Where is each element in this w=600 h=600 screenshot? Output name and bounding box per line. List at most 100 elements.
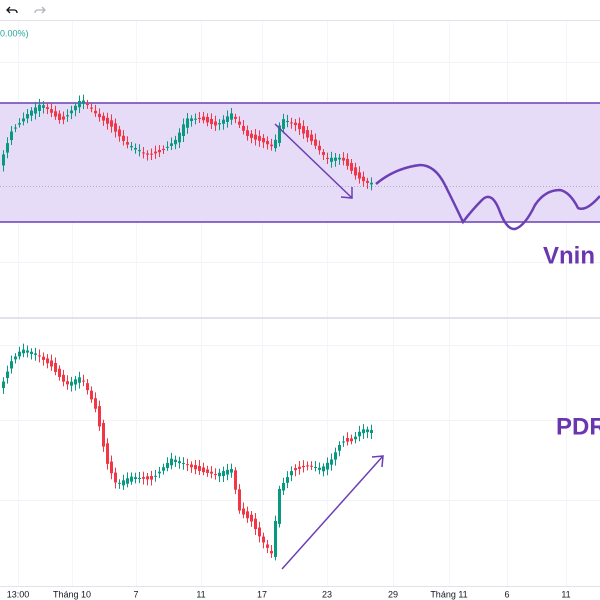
candle-body <box>290 122 293 124</box>
candle-body <box>350 438 353 442</box>
candle-body <box>234 470 237 490</box>
time-tick-label: 13:00 <box>7 589 30 599</box>
candle-body <box>282 482 285 491</box>
candle-body <box>78 101 81 108</box>
candle-body <box>298 123 301 130</box>
candle-body <box>10 131 13 141</box>
candle-body <box>122 135 125 141</box>
candle-body <box>242 125 245 131</box>
annotation-bottom: PDR <box>556 413 600 440</box>
candle-body <box>94 110 97 114</box>
candle-body <box>34 353 37 355</box>
candle-body <box>42 356 45 360</box>
candle-body <box>98 113 101 118</box>
candle-body <box>370 430 373 433</box>
candle-body <box>142 152 145 154</box>
candle-body <box>334 157 337 161</box>
candle-body <box>366 180 369 183</box>
time-tick-label: 29 <box>388 589 398 599</box>
candle-body <box>154 151 157 154</box>
candle-body <box>38 355 41 357</box>
candle-body <box>66 115 69 117</box>
time-tick-label: 7 <box>133 589 138 599</box>
candle-body <box>322 152 325 155</box>
candle-body <box>310 134 313 142</box>
candle-body <box>306 465 309 467</box>
candle-body <box>290 471 293 476</box>
candle-body <box>190 118 193 121</box>
candle-body <box>34 107 37 114</box>
candle-body <box>126 142 129 145</box>
candle-body <box>346 158 349 166</box>
candle-body <box>198 117 201 119</box>
candle-body <box>2 154 5 166</box>
candle-body <box>162 148 165 151</box>
candle-body <box>110 120 113 127</box>
candle-body <box>330 157 333 162</box>
candle-body <box>294 122 297 126</box>
candle-body <box>274 520 277 557</box>
candle-body <box>170 458 173 466</box>
candle-body <box>142 477 145 479</box>
candle-body <box>174 459 177 462</box>
candle-body <box>30 110 33 116</box>
candle-body <box>182 463 185 465</box>
candle-body <box>294 468 297 471</box>
candle-body <box>102 423 105 447</box>
candle-body <box>314 466 317 468</box>
candle-body <box>50 360 53 367</box>
candle-body <box>286 120 289 123</box>
candle-body <box>214 474 217 476</box>
candle-body <box>178 132 181 143</box>
candle-body <box>114 123 117 132</box>
time-tick-label: 17 <box>257 589 267 599</box>
candle-body <box>322 466 325 472</box>
candle-body <box>130 476 133 482</box>
candle-body <box>250 514 253 522</box>
candle-body <box>114 472 117 483</box>
candle-body <box>306 130 309 138</box>
redo-button[interactable] <box>34 6 46 14</box>
candle-body <box>266 544 269 548</box>
legend-text: 0.00%) <box>0 28 29 38</box>
candle-body <box>262 138 265 143</box>
candle-body <box>122 480 125 486</box>
candle-body <box>262 536 265 543</box>
candle-body <box>90 107 93 109</box>
candle-body <box>326 462 329 470</box>
time-axis: 13:00 Tháng 10 7 11 17 23 29 Tháng 11 6 11 <box>7 589 571 599</box>
candle-body <box>90 390 93 400</box>
undo-button[interactable] <box>6 6 18 14</box>
candles <box>2 94 373 561</box>
time-tick-label: 11 <box>196 589 205 599</box>
candle-body <box>222 471 225 476</box>
candle-body <box>310 465 313 467</box>
time-tick-label: 6 <box>504 589 509 599</box>
candle-body <box>186 118 189 128</box>
candle-body <box>162 467 165 471</box>
candle-body <box>330 459 333 465</box>
candle-body <box>254 134 257 140</box>
time-tick-label: Tháng 11 <box>430 589 467 599</box>
time-tick-label: 23 <box>322 589 332 599</box>
candle-body <box>146 476 149 480</box>
candle-body <box>2 381 5 389</box>
candle-body <box>138 477 141 479</box>
candle-body <box>42 105 45 108</box>
toolbar <box>0 6 600 21</box>
candle-body <box>286 477 289 483</box>
candle-body <box>150 476 153 480</box>
candle-body <box>206 116 209 123</box>
candle-body <box>270 144 273 147</box>
candle-body <box>210 118 213 125</box>
candle-body <box>38 104 41 111</box>
candle-body <box>314 139 317 146</box>
candle-body <box>334 452 337 460</box>
candle-body <box>14 356 17 360</box>
candle-body <box>370 182 373 185</box>
candle-body <box>246 130 249 136</box>
candle-body <box>258 527 261 537</box>
candle-body <box>230 113 233 120</box>
candle-body <box>94 398 97 409</box>
candle-body <box>238 121 241 125</box>
